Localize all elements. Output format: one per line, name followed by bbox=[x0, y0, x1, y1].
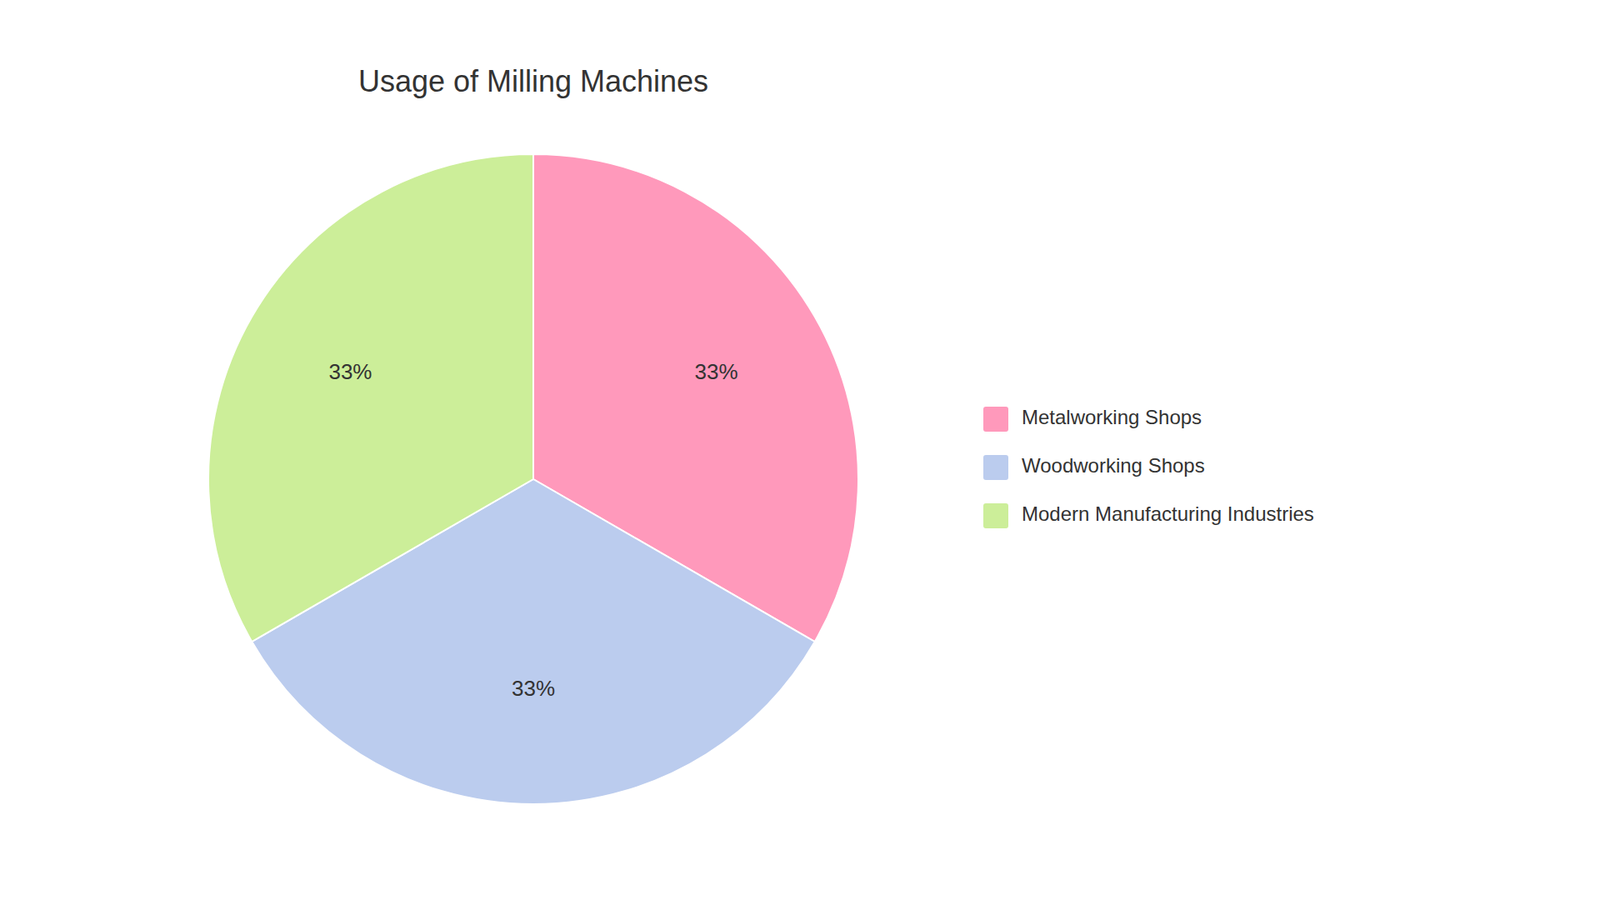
chart-container: Usage of Milling Machines 33% 33% 33% Metalw… bbox=[0, 0, 1600, 900]
pie-slice bbox=[208, 154, 534, 642]
slices bbox=[208, 154, 859, 805]
chart-title: Usage of Milling Machines bbox=[358, 64, 709, 99]
legend-swatch bbox=[983, 455, 1009, 480]
legend-label: Metalworking Shops bbox=[1021, 405, 1202, 429]
legend-swatch bbox=[983, 406, 1009, 432]
legend-swatch bbox=[983, 503, 1009, 529]
data-label: 33% bbox=[328, 359, 372, 385]
legend: Metalworking Shops Woodworking Shops Moder… bbox=[983, 405, 1315, 529]
legend-label: Woodworking Shops bbox=[1021, 454, 1205, 477]
data-label: 33% bbox=[695, 359, 739, 385]
chart-svg: Usage of Milling Machines 33% 33% 33% Metalw… bbox=[0, 0, 1600, 900]
background bbox=[0, 0, 1600, 900]
data-label: 33% bbox=[511, 675, 555, 701]
legend-label: Modern Manufacturing Industries bbox=[1021, 502, 1315, 525]
data-labels: 33% 33% 33% bbox=[328, 359, 738, 701]
